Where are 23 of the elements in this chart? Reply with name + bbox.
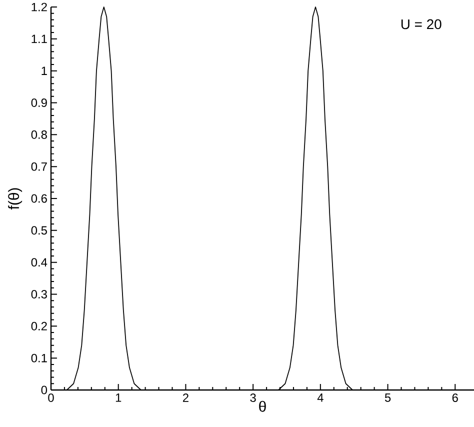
annotation: U = 20 [401, 19, 442, 30]
y-tick-label: 0 [41, 386, 48, 394]
y-tick-label: 1.1 [32, 34, 47, 44]
y-tick-label: 0.8 [31, 130, 47, 139]
y-tick-label: 0.4 [31, 258, 48, 267]
x-tick-label: 2 [182, 394, 188, 402]
x-axis-title: θ [259, 400, 266, 412]
y-axis-title: f(θ) [8, 188, 22, 210]
y-tick-label: 0.7 [31, 162, 47, 171]
x-tick-label: 4 [317, 394, 324, 402]
x-tick-label: 3 [250, 394, 256, 402]
x-tick-label: 0 [48, 394, 54, 402]
y-tick-label: 0.1 [31, 354, 47, 362]
y-tick-label: 1 [42, 66, 47, 75]
y-tick-label: 0.5 [31, 226, 47, 235]
y-tick-label: 0.3 [31, 290, 47, 298]
x-tick-label: 5 [384, 394, 391, 402]
y-tick-label: 1.2 [32, 2, 47, 12]
y-tick-label: 0.2 [31, 322, 47, 330]
y-tick-label: 0.9 [31, 98, 47, 107]
y-tick-label: 0.6 [31, 194, 47, 203]
x-tick-label: 1 [116, 394, 122, 402]
x-tick-label: 6 [452, 394, 458, 402]
